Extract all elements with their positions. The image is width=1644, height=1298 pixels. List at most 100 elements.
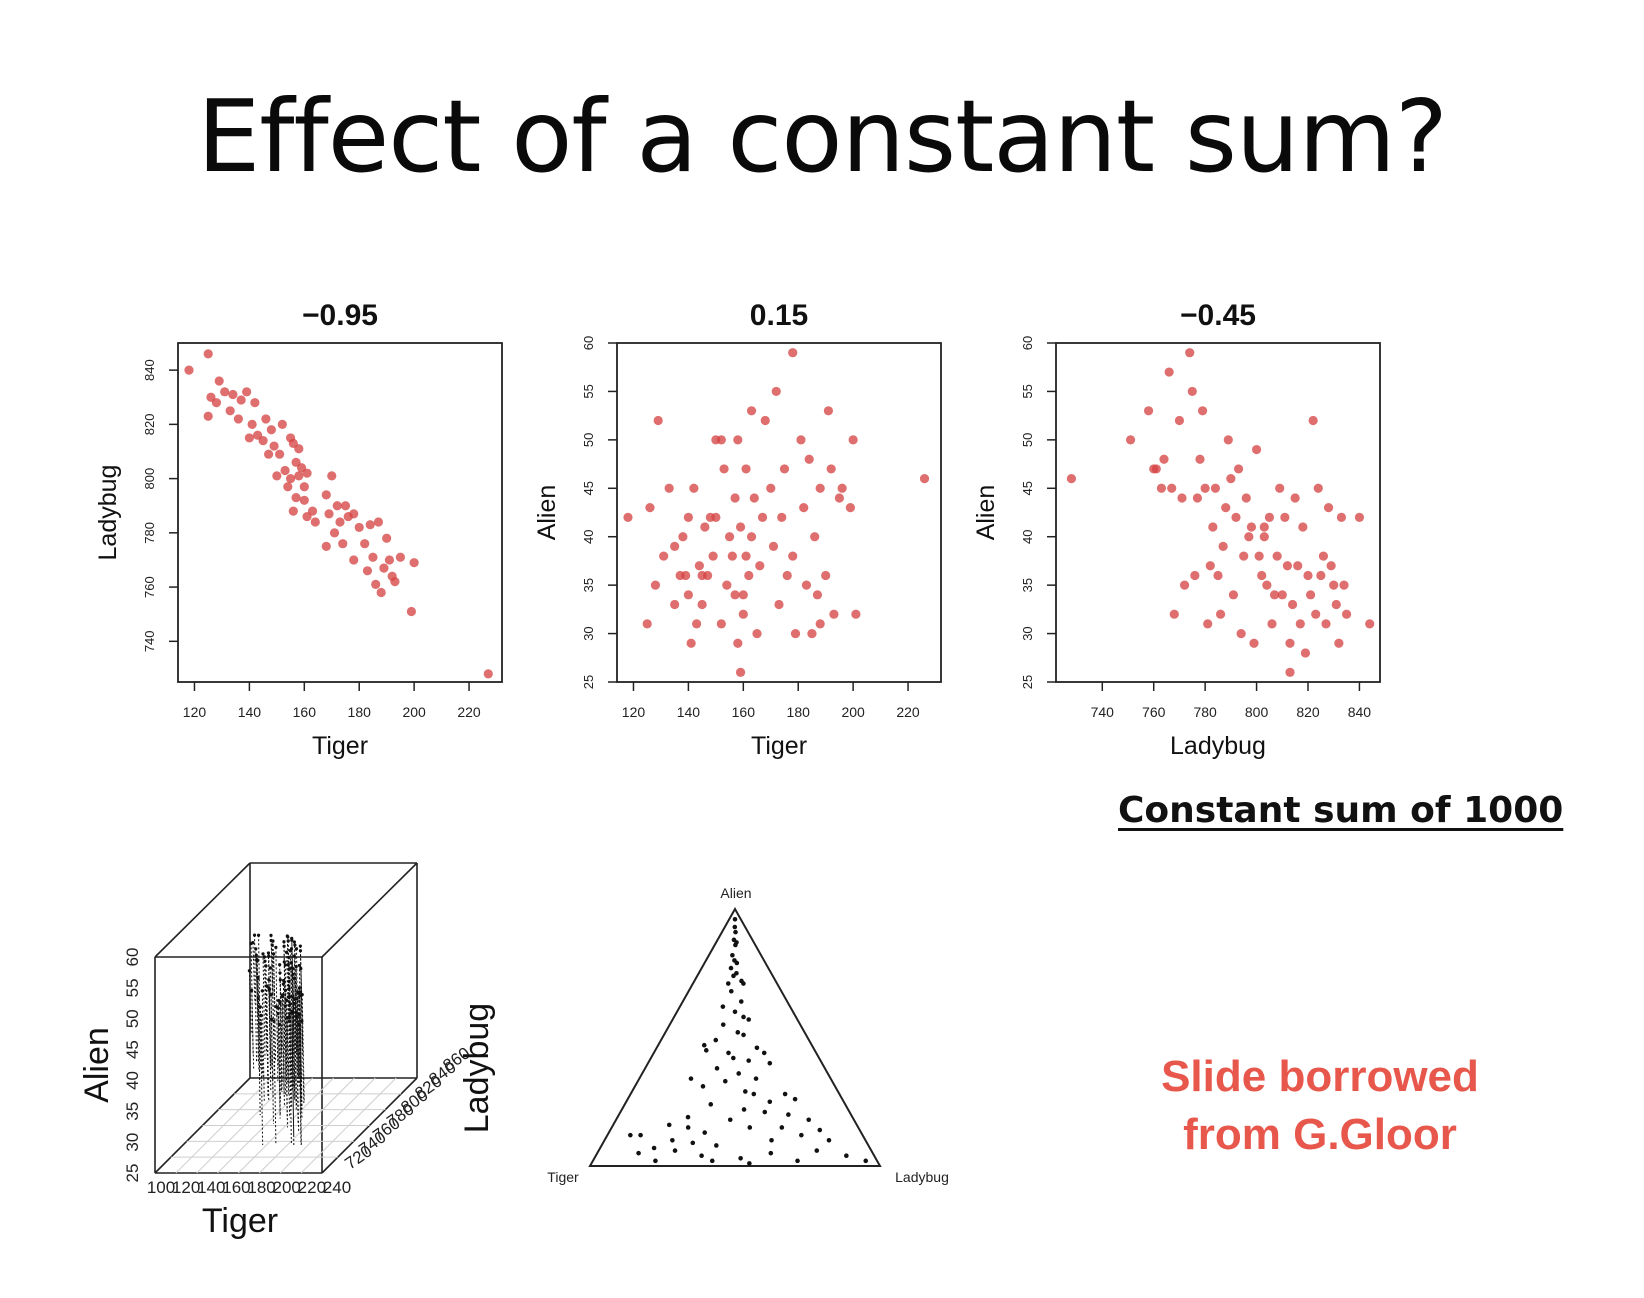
data-point: [1231, 512, 1241, 522]
data-point: [297, 963, 301, 968]
data-point: [349, 555, 359, 565]
data-point: [730, 493, 740, 503]
data-point: [753, 1076, 759, 1081]
y-tick-label: 780: [142, 522, 157, 544]
data-point: [766, 483, 776, 493]
z-tick-label: 30: [123, 1133, 142, 1152]
data-point: [252, 933, 257, 937]
data-point: [788, 551, 798, 561]
data-point: [1195, 454, 1205, 464]
data-point: [741, 551, 751, 561]
data-point: [250, 988, 254, 993]
data-point: [1341, 609, 1352, 619]
data-point: [678, 532, 688, 542]
data-point: [719, 464, 729, 474]
data-point: [779, 1125, 785, 1130]
data-point: [650, 580, 661, 590]
data-point: [801, 580, 812, 590]
data-point: [741, 1014, 746, 1020]
data-point: [713, 1037, 719, 1043]
x-tick-label: 240: [323, 1178, 351, 1197]
data-point: [280, 993, 285, 997]
data-point: [728, 965, 734, 971]
credit-text: Slide borrowed from G.Gloor: [1110, 1048, 1530, 1164]
data-point: [747, 1161, 752, 1166]
data-point: [268, 966, 272, 970]
drop-line: [272, 940, 276, 1008]
data-point: [282, 944, 286, 948]
data-point: [267, 954, 271, 958]
data-point: [734, 940, 739, 945]
data-point: [1246, 522, 1257, 532]
data-point: [720, 1004, 726, 1009]
data-point: [702, 1130, 708, 1135]
data-point: [368, 552, 378, 562]
data-point: [744, 570, 754, 581]
data-point: [1259, 522, 1269, 532]
data-point: [1149, 464, 1159, 474]
data-point: [277, 419, 287, 429]
data-point: [483, 669, 493, 679]
data-point: [1197, 406, 1208, 416]
data-point: [672, 1148, 678, 1153]
data-point: [919, 474, 930, 484]
data-point: [688, 1076, 694, 1081]
x-tick-label: 120: [183, 704, 207, 720]
data-point: [264, 964, 268, 968]
data-point: [299, 482, 309, 492]
data-point: [286, 1016, 290, 1020]
data-point: [233, 414, 244, 424]
data-point: [1210, 483, 1221, 493]
drop-line: [299, 992, 303, 1110]
data-point: [1066, 474, 1077, 484]
data-point: [1208, 522, 1218, 532]
z-axis-label: Alien: [78, 1027, 116, 1103]
data-point: [373, 517, 384, 527]
box-edge: [321, 862, 418, 958]
y-tick-label: 40: [1020, 529, 1035, 543]
data-point: [395, 552, 406, 562]
data-point: [1329, 580, 1339, 590]
data-point: [258, 436, 268, 446]
ternary-panel: Alien Tiger Ladybug: [547, 885, 949, 1185]
y-axis-label: Ladybug: [458, 1003, 496, 1133]
data-point: [249, 941, 253, 946]
data-point: [823, 406, 834, 416]
data-point: [666, 1122, 672, 1128]
data-point: [697, 570, 707, 581]
data-point: [1290, 493, 1300, 503]
data-point: [700, 522, 710, 532]
data-point: [826, 464, 836, 474]
data-point: [720, 1022, 726, 1027]
data-point: [732, 916, 738, 922]
data-point: [269, 993, 273, 997]
x-tick-label: 200: [273, 1178, 301, 1197]
data-point: [767, 1060, 773, 1066]
data-point: [291, 492, 301, 503]
data-point: [1218, 541, 1228, 552]
x-tick-label: 160: [293, 704, 317, 720]
chart-title: −0.45: [1180, 299, 1256, 332]
data-point: [741, 1107, 747, 1112]
data-point: [291, 967, 295, 971]
data-point: [1203, 619, 1213, 629]
data-point: [1169, 609, 1179, 619]
data-point: [274, 945, 278, 950]
slide-title: Effect of a constant sum?: [197, 78, 1448, 195]
data-point: [211, 398, 222, 408]
data-point: [709, 1158, 715, 1164]
y-tick-label: 30: [1020, 626, 1035, 640]
data-point: [1305, 590, 1316, 600]
data-point: [1205, 561, 1215, 571]
data-point: [699, 1153, 704, 1159]
data-point: [774, 599, 784, 610]
data-point: [294, 947, 299, 951]
data-point: [332, 501, 342, 511]
data-point: [751, 1091, 757, 1097]
data-point: [349, 509, 359, 519]
data-point: [274, 449, 285, 459]
data-point: [738, 609, 748, 619]
drop-line: [257, 998, 261, 1116]
data-point: [1254, 551, 1264, 561]
